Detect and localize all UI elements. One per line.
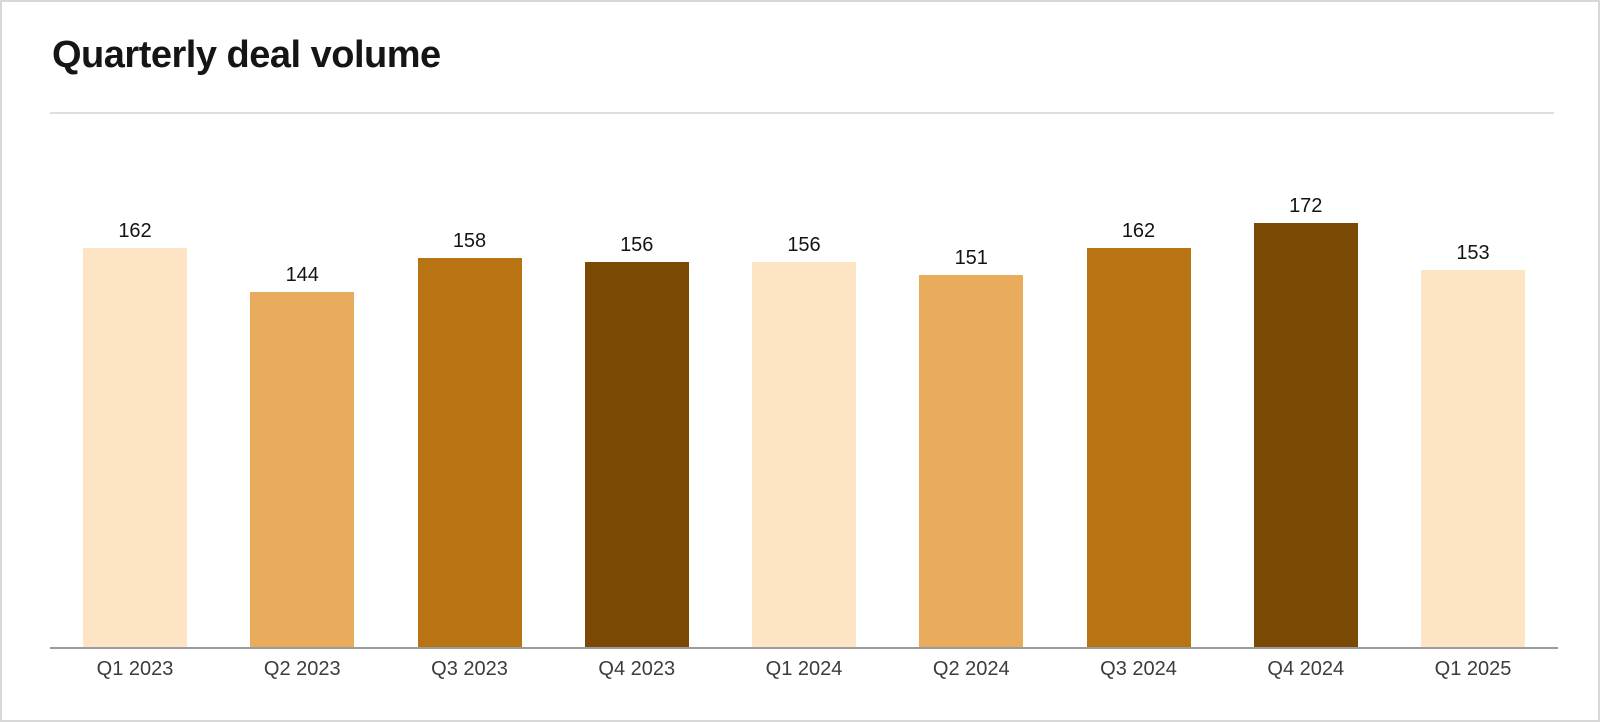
- bar-q2-2023[interactable]: [250, 292, 355, 647]
- bar-value-label: 151: [954, 247, 988, 269]
- bar-value-label: 156: [620, 234, 654, 256]
- bar-group: 153 Q1 2025: [1421, 242, 1525, 679]
- x-axis-tick-label: Q4 2023: [598, 658, 676, 680]
- bar-group: 172 Q4 2024: [1253, 195, 1358, 679]
- bar-value-label: 158: [452, 230, 487, 252]
- bar-value-label: 153: [1456, 242, 1490, 264]
- bar-q3-2024[interactable]: [1086, 248, 1191, 647]
- bar-group: 156 Q1 2024: [752, 234, 856, 679]
- bar-group: 162 Q1 2023: [83, 220, 187, 679]
- bar-chart: 162 Q1 2023 144 Q2 2023 158 Q3 2023 156 Q4 2023…: [50, 122, 1558, 692]
- x-axis-tick-label: Q2 2023: [263, 658, 341, 680]
- x-axis-tick-label: Q1 2025: [1434, 658, 1512, 680]
- bar-q2-2024[interactable]: [919, 275, 1024, 647]
- bar-group: 144 Q2 2023: [250, 264, 355, 679]
- bar-value-label: 144: [285, 264, 319, 286]
- bar-value-label: 162: [118, 220, 152, 242]
- bar-q1-2024[interactable]: [752, 262, 856, 647]
- x-axis-line: [50, 647, 1558, 649]
- bar-q4-2024[interactable]: [1253, 223, 1358, 647]
- x-axis-tick-label: Q4 2024: [1267, 658, 1345, 680]
- x-axis-tick-label: Q3 2023: [431, 658, 508, 680]
- x-axis-tick-label: Q2 2024: [932, 658, 1010, 680]
- x-axis-tick-label: Q1 2023: [96, 658, 174, 680]
- bar-q3-2023[interactable]: [417, 258, 522, 647]
- bar-value-label: 172: [1289, 195, 1323, 217]
- bar-q1-2023[interactable]: [83, 248, 187, 647]
- bar-group: 158 Q3 2023: [417, 230, 522, 679]
- bar-group: 162 Q3 2024: [1086, 220, 1191, 679]
- plot-area: 162 Q1 2023 144 Q2 2023 158 Q3 2023 156 Q4 2023…: [50, 122, 1558, 679]
- bar-value-label: 162: [1121, 220, 1156, 242]
- x-axis-tick-label: Q3 2024: [1100, 658, 1177, 680]
- x-axis-tick-label: Q1 2024: [765, 658, 843, 680]
- bar-group: 151 Q2 2024: [919, 247, 1024, 679]
- title-divider: [50, 112, 1554, 114]
- chart-title: Quarterly deal volume: [52, 34, 441, 76]
- bar-q1-2025[interactable]: [1421, 270, 1525, 647]
- bar-q4-2023[interactable]: [584, 262, 689, 647]
- bar-value-label: 156: [787, 234, 821, 256]
- bar-group: 156 Q4 2023: [584, 234, 689, 679]
